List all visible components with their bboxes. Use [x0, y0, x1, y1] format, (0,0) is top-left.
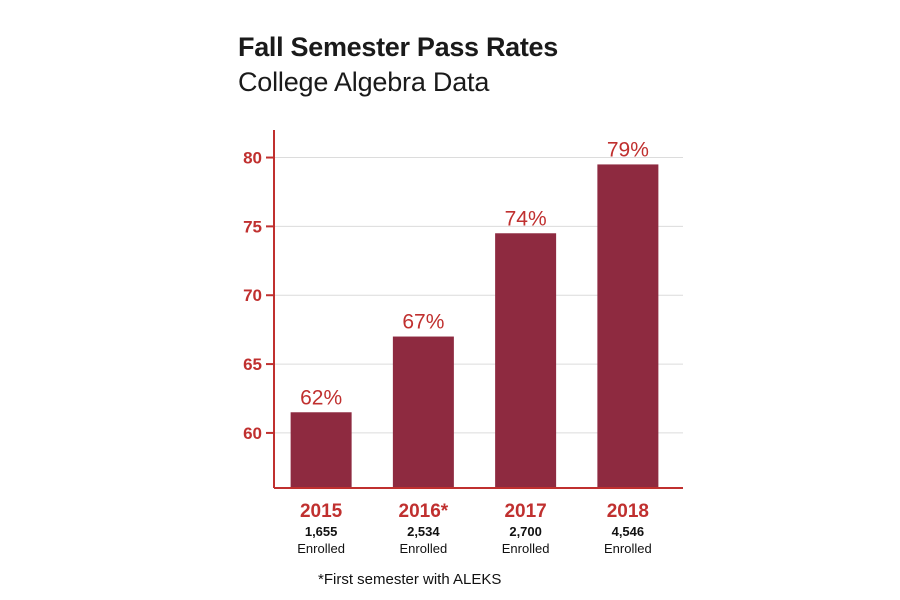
y-tick-label: 65	[243, 355, 262, 374]
footnote: *First semester with ALEKS	[318, 571, 502, 588]
enrollment-label: Enrolled	[604, 541, 652, 556]
y-tick-label: 80	[243, 149, 262, 168]
bar	[392, 336, 454, 488]
enrollment-count: 2,700	[509, 524, 542, 539]
data-label: 62%	[300, 386, 342, 409]
enrollment-label: Enrolled	[400, 541, 448, 556]
x-tick-label: 2016*	[399, 501, 449, 522]
bar	[597, 164, 659, 488]
y-tick-label: 70	[243, 286, 262, 305]
x-tick-label: 2017	[504, 501, 546, 522]
bar	[495, 233, 557, 488]
x-tick-label: 2018	[607, 501, 649, 522]
chart-subtitle: College Algebra Data	[238, 67, 490, 97]
bar	[290, 412, 352, 488]
data-label: 74%	[505, 207, 547, 230]
data-label: 67%	[402, 311, 444, 334]
enrollment-label: Enrolled	[297, 541, 345, 556]
y-tick-label: 60	[243, 424, 262, 443]
enrollment-count: 4,546	[612, 524, 645, 539]
y-tick-label: 75	[243, 217, 262, 236]
enrollment-label: Enrolled	[502, 541, 550, 556]
chart-title: Fall Semester Pass Rates	[238, 32, 558, 62]
x-tick-label: 2015	[300, 501, 343, 522]
data-label: 79%	[607, 138, 649, 161]
enrollment-count: 1,655	[305, 524, 338, 539]
enrollment-count: 2,534	[407, 524, 440, 539]
